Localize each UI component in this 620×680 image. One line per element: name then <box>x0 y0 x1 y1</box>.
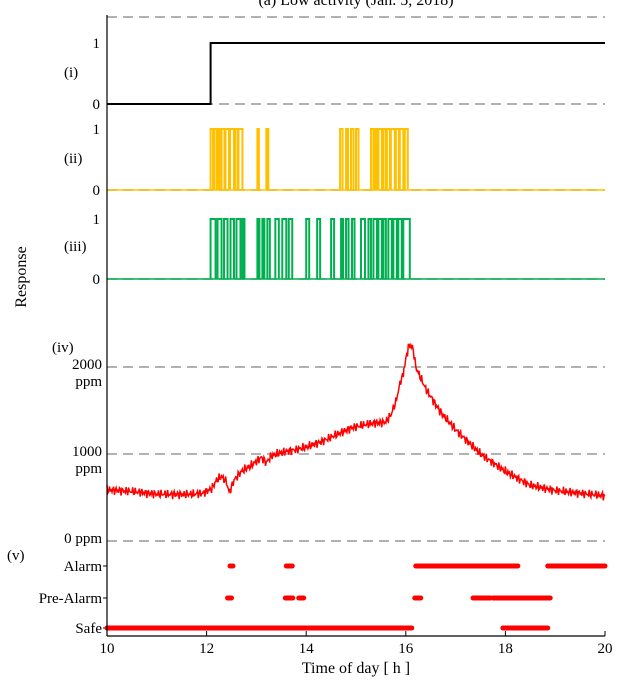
panel-ii-pulse-10 <box>339 128 344 190</box>
panel-iii-pulse-22 <box>382 218 387 279</box>
x-tick-label-18: 18 <box>498 641 513 657</box>
x-tick-label-20: 20 <box>598 641 613 657</box>
panel-iv-tick-unit-2000: ppm <box>75 374 102 390</box>
panel-i-tick-0: 0 <box>93 97 101 113</box>
panel-ii-pulse-9 <box>265 128 270 190</box>
panel-iii-pulse-16 <box>345 218 350 279</box>
panel-iii-pulse-7 <box>261 218 266 279</box>
panel-iv-tick-unit-1000: ppm <box>75 461 102 477</box>
x-axis-title: Time of day [ h ] <box>302 660 410 677</box>
panel-iii-pulse-26 <box>402 218 411 279</box>
x-tick-label-12: 12 <box>199 641 214 657</box>
panel-iii-pulse-17 <box>351 218 356 279</box>
panel-iii-pulse-21 <box>377 218 383 279</box>
panel-ii-pulse-5 <box>229 128 235 190</box>
panel-ii-pulse-19 <box>389 128 396 190</box>
panel-ii-pulse-17 <box>382 128 387 190</box>
x-tick-label-14: 14 <box>299 641 315 657</box>
panel-iii-pulse-14 <box>330 218 336 279</box>
y-axis-title: Response <box>13 246 30 307</box>
panel-iv-tick-0: 0 ppm <box>64 531 102 547</box>
panel-ii-pulse-3 <box>220 128 226 190</box>
panel-ii-pulse-11 <box>345 128 350 190</box>
panel-ii-pulse-15 <box>373 128 378 190</box>
panel-ii-pulse-8 <box>256 128 260 190</box>
panel-ii-pulse-16 <box>377 128 383 190</box>
panel-i-tick-1: 1 <box>93 36 101 52</box>
panel-iii-pulse-3 <box>229 218 235 279</box>
panel-ii-pulse-0 <box>209 128 215 190</box>
panel-iii-pulse-25 <box>397 218 403 279</box>
panel-ii-label: (ii) <box>64 151 82 167</box>
panel-iv-co2-line <box>106 342 606 501</box>
panel-iii-pulse-23 <box>387 218 393 279</box>
panel-i-series-line <box>107 42 605 105</box>
panel-iii-pulse-2 <box>223 218 229 279</box>
panel-iii-pulse-12 <box>305 218 311 279</box>
x-tick-label-16: 16 <box>398 641 414 657</box>
panel-ii-pulse-7 <box>237 128 244 190</box>
panel-iii-label: (iii) <box>64 239 87 255</box>
panel-iii-pulse-11 <box>287 218 294 279</box>
panel-iii-pulse-13 <box>316 218 322 279</box>
panel-iii-pulse-6 <box>256 218 261 279</box>
panel-ii-pulse-18 <box>385 128 391 190</box>
panel-iii-pulse-9 <box>274 218 280 279</box>
panel-iii-pulse-24 <box>392 218 398 279</box>
panel-iv-label: (iv) <box>52 340 74 356</box>
panel-iii-pulse-8 <box>266 218 271 279</box>
panel-v-category-safe: Safe <box>75 621 102 637</box>
panel-ii-tick-1: 1 <box>93 122 101 138</box>
panel-iii-pulse-1 <box>216 218 223 279</box>
panel-v-category-pre-alarm: Pre-Alarm <box>39 591 103 607</box>
chart-title: (a) Low activity (Jan. 5, 2018) <box>258 0 453 9</box>
panel-ii-pulse-22 <box>403 128 409 190</box>
panel-iii-pulse-18 <box>359 218 366 279</box>
panel-ii-pulse-14 <box>369 128 375 190</box>
panel-iii-tick-0: 0 <box>93 272 101 288</box>
panel-ii-pulse-12 <box>350 128 355 190</box>
panel-i-label: (i) <box>64 65 78 81</box>
panel-ii-pulse-20 <box>394 128 400 190</box>
panel-v-label: (v) <box>7 548 25 564</box>
panel-iii-pulse-10 <box>281 218 288 279</box>
panel-iv-tick-2000: 2000 <box>72 357 102 373</box>
panel-ii-tick-0: 0 <box>93 183 101 199</box>
panel-iii-pulse-4 <box>235 218 242 279</box>
panel-iii-pulse-19 <box>367 218 372 279</box>
panel-iii-tick-1: 1 <box>93 212 101 228</box>
panel-ii-pulse-13 <box>355 128 360 190</box>
panel-ii-pulse-1 <box>213 128 218 190</box>
panel-ii-pulse-21 <box>398 128 405 190</box>
panel-iv-tick-1000: 1000 <box>72 444 102 460</box>
panel-iii-pulse-5 <box>241 218 246 279</box>
panel-ii-pulse-6 <box>233 128 239 190</box>
x-tick-label-10: 10 <box>100 641 115 657</box>
panel-iii-pulse-20 <box>372 218 378 279</box>
panel-iii-pulse-15 <box>340 218 345 279</box>
panel-ii-pulse-4 <box>224 128 231 190</box>
panel-iii-pulse-0 <box>209 218 217 279</box>
panel-v-category-alarm: Alarm <box>64 559 103 575</box>
panel-ii-pulse-2 <box>216 128 221 190</box>
